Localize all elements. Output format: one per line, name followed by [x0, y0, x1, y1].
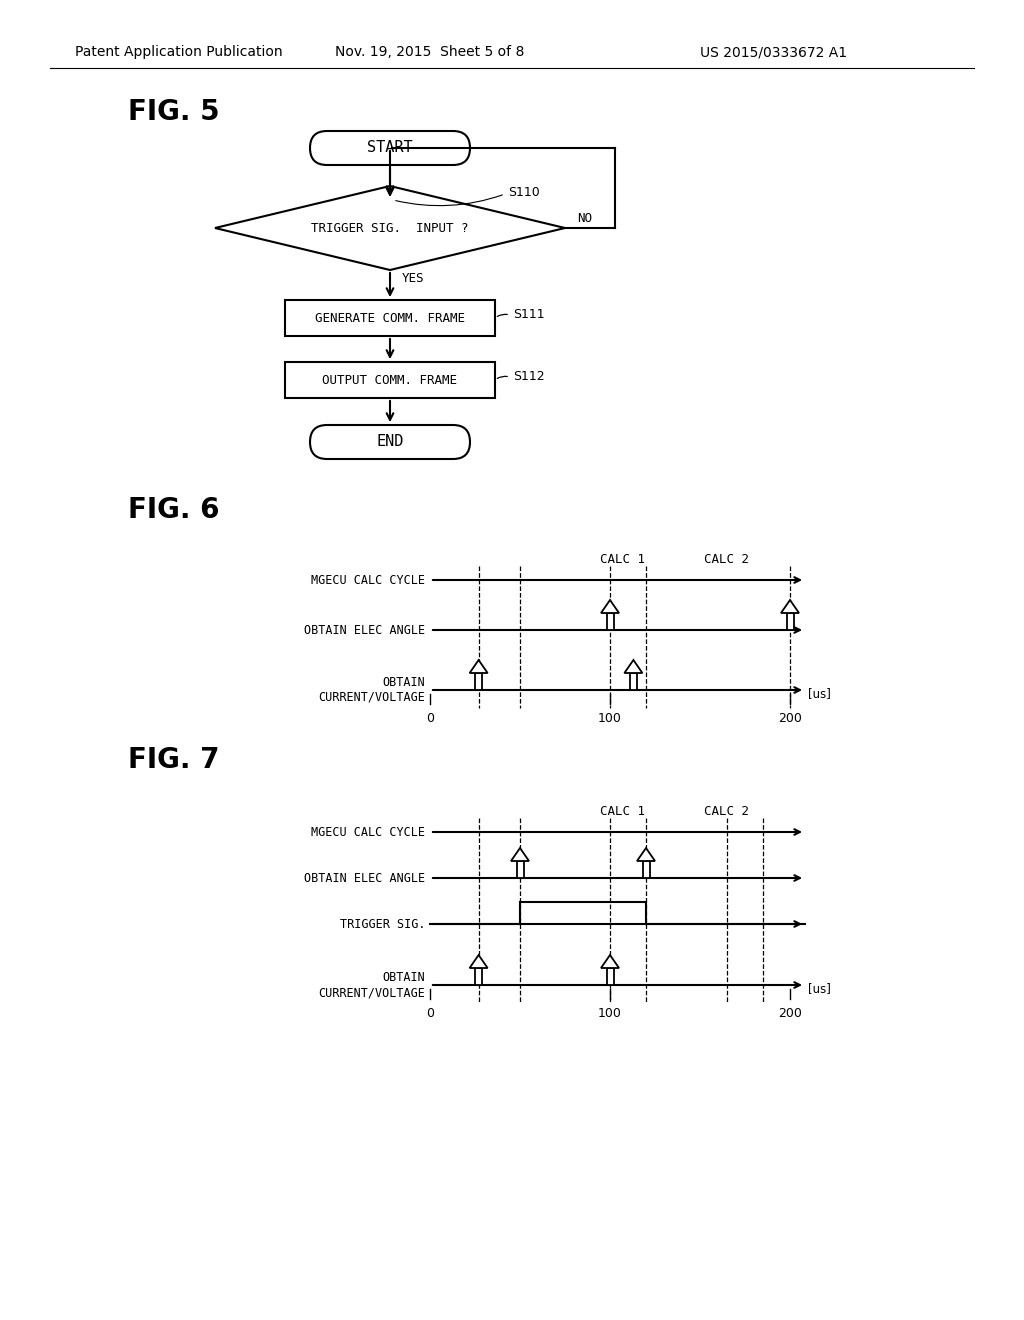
Text: CALC 1: CALC 1 [600, 553, 645, 566]
Text: Nov. 19, 2015  Sheet 5 of 8: Nov. 19, 2015 Sheet 5 of 8 [335, 45, 524, 59]
Text: START: START [368, 140, 413, 156]
Bar [285, 300, 495, 337]
Bar [516, 861, 523, 878]
Polygon shape [601, 601, 618, 612]
Text: YES: YES [402, 272, 425, 285]
Polygon shape [637, 847, 655, 861]
Text: FIG. 7: FIG. 7 [128, 746, 219, 774]
Text: MGECU CALC CYCLE: MGECU CALC CYCLE [311, 573, 425, 586]
Text: 100: 100 [598, 711, 622, 725]
Text: CALC 1: CALC 1 [600, 805, 645, 818]
FancyBboxPatch shape [310, 425, 470, 459]
Text: 100: 100 [598, 1007, 622, 1020]
Text: S111: S111 [513, 308, 545, 321]
Text: 200: 200 [778, 1007, 802, 1020]
FancyBboxPatch shape [310, 131, 470, 165]
Bar [642, 861, 649, 878]
Text: NO: NO [577, 211, 592, 224]
Text: OBTAIN ELEC ANGLE: OBTAIN ELEC ANGLE [304, 623, 425, 636]
Bar [475, 968, 482, 985]
Text: 200: 200 [778, 711, 802, 725]
Text: OBTAIN
CURRENT/VOLTAGE: OBTAIN CURRENT/VOLTAGE [318, 676, 425, 704]
Text: OBTAIN
CURRENT/VOLTAGE: OBTAIN CURRENT/VOLTAGE [318, 972, 425, 999]
Text: FIG. 5: FIG. 5 [128, 98, 219, 125]
Polygon shape [781, 601, 799, 612]
Polygon shape [470, 954, 487, 968]
Bar [285, 362, 495, 399]
Text: US 2015/0333672 A1: US 2015/0333672 A1 [700, 45, 847, 59]
Text: S112: S112 [513, 370, 545, 383]
Polygon shape [470, 660, 487, 673]
Text: END: END [376, 434, 403, 450]
Text: TRIGGER SIG.: TRIGGER SIG. [340, 917, 425, 931]
Text: [us]: [us] [808, 982, 830, 995]
Bar [786, 612, 794, 630]
Text: FIG. 6: FIG. 6 [128, 496, 219, 524]
Polygon shape [625, 660, 642, 673]
Text: OUTPUT COMM. FRAME: OUTPUT COMM. FRAME [323, 374, 458, 387]
Polygon shape [601, 954, 618, 968]
Text: MGECU CALC CYCLE: MGECU CALC CYCLE [311, 825, 425, 838]
Text: S110: S110 [508, 186, 540, 198]
Text: CALC 2: CALC 2 [705, 553, 750, 566]
Text: 0: 0 [426, 1007, 434, 1020]
Polygon shape [215, 186, 565, 271]
Bar [606, 968, 613, 985]
Bar [606, 612, 613, 630]
Text: [us]: [us] [808, 688, 830, 701]
Bar [630, 673, 637, 690]
Text: 0: 0 [426, 711, 434, 725]
Bar [475, 673, 482, 690]
Text: TRIGGER SIG.  INPUT ?: TRIGGER SIG. INPUT ? [311, 222, 469, 235]
Text: OBTAIN ELEC ANGLE: OBTAIN ELEC ANGLE [304, 871, 425, 884]
Text: CALC 2: CALC 2 [705, 805, 750, 818]
Text: Patent Application Publication: Patent Application Publication [75, 45, 283, 59]
Polygon shape [511, 847, 529, 861]
Text: GENERATE COMM. FRAME: GENERATE COMM. FRAME [315, 312, 465, 325]
